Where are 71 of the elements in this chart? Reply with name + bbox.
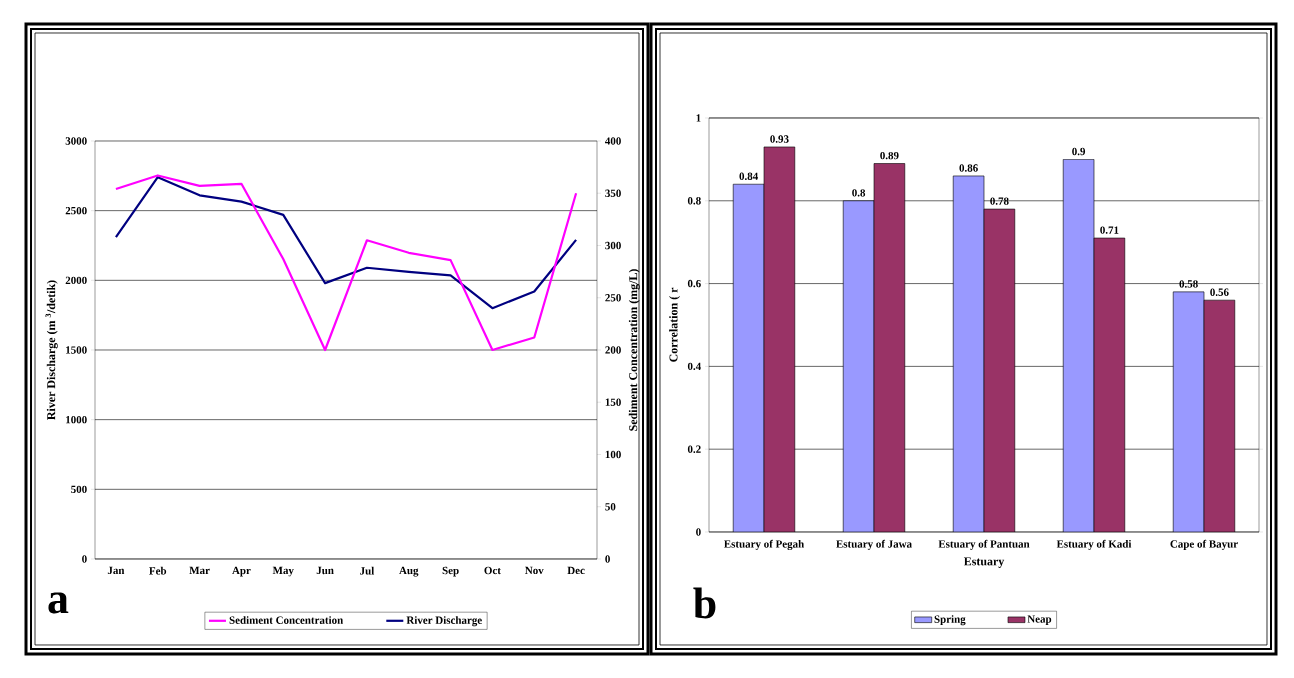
y-tick-label: 1500 [66, 346, 87, 354]
x-tick-label: Aug [399, 566, 419, 577]
y-tick-label: 3000 [65, 137, 87, 145]
y-tick-label: 2000 [65, 276, 87, 285]
y2-tick-label: 50 [605, 503, 616, 511]
data-label: 0.89 [880, 151, 899, 160]
data-label: 0.86 [959, 164, 978, 172]
bar [873, 163, 906, 532]
y2-tick-label: 150 [605, 398, 621, 406]
y2-tick-label: 200 [605, 346, 621, 354]
data-label: 0.71 [1100, 226, 1119, 234]
y2-tick-label: 350 [605, 189, 621, 197]
y-tick-label: 0.8 [687, 197, 701, 205]
x-tick-label: Cape of Bayur [1170, 539, 1238, 550]
x-tick-label: Jun [316, 566, 334, 575]
y-tick-label: 0.2 [687, 445, 701, 453]
data-label: 0.56 [1210, 288, 1229, 296]
y2-tick-label: 0 [605, 555, 610, 563]
y-tick-label: 0 [696, 528, 701, 536]
x-tick-label: Nov [525, 566, 544, 575]
y2-tick-label: 250 [605, 294, 621, 302]
bar [1093, 237, 1126, 532]
text: b [693, 587, 716, 619]
legend-label: Sediment Concentration [229, 616, 344, 624]
data-label: 0.8 [852, 189, 866, 197]
bar [1062, 159, 1095, 532]
y-tick-label: 1000 [66, 415, 87, 424]
legend-label: Spring [934, 615, 966, 626]
x-tick-label: Estuary of Pantuan [938, 539, 1030, 550]
legend-label: Neap [1027, 615, 1052, 625]
x-tick-label: Jul [360, 566, 375, 575]
x-tick-label: Feb [149, 566, 167, 575]
y2-tick-label: 400 [605, 137, 621, 145]
bar [732, 183, 765, 532]
y2-axis-title: Sediment Concentration (mg/L) [628, 269, 640, 431]
y2-tick-label: 300 [605, 241, 621, 250]
bar [983, 208, 1016, 532]
legend-label: River Discharge [406, 616, 482, 627]
line-series [114, 176, 578, 310]
bar [842, 200, 875, 532]
data-label: 0.84 [739, 172, 758, 181]
y-tick-label: 0.6 [687, 279, 701, 288]
data-label: 0.78 [990, 197, 1009, 205]
x-tick-label: Mar [189, 566, 210, 575]
data-label: 0.93 [770, 135, 789, 143]
x-tick-label: Sep [442, 566, 459, 577]
x-tick-label: Apr [232, 566, 251, 577]
bar [1203, 299, 1236, 532]
y-axis-title: Correlation ( r [669, 287, 680, 362]
x-tick-label: Estuary of Pegah [724, 539, 805, 550]
data-label: 0.58 [1179, 280, 1198, 288]
x-tick-label: Dec [567, 566, 585, 575]
x-tick-label: Oct [484, 566, 501, 575]
x-tick-label: Estuary of Kadi [1056, 539, 1132, 550]
bar [1172, 291, 1205, 532]
data-label: 0.9 [1072, 147, 1086, 156]
line-series [114, 174, 578, 352]
y2-tick-label: 100 [605, 450, 621, 459]
bar [763, 146, 796, 532]
x-tick-label: Estuary of Jawa [836, 539, 912, 550]
y-tick-label: 0.4 [687, 362, 701, 371]
x-axis-title: Estuary [963, 557, 1005, 568]
y-tick-label: 500 [71, 485, 87, 494]
y-axis-title: River Discharge (m $^{3}$/detik) [45, 280, 58, 420]
y-tick-label: 1 [696, 114, 701, 122]
y-tick-label: 0 [82, 555, 87, 563]
bar [952, 175, 985, 532]
x-tick-label: May [272, 566, 294, 577]
text: a [48, 592, 69, 614]
x-tick-label: Jan [107, 566, 125, 575]
y-tick-label: 2500 [65, 206, 87, 215]
